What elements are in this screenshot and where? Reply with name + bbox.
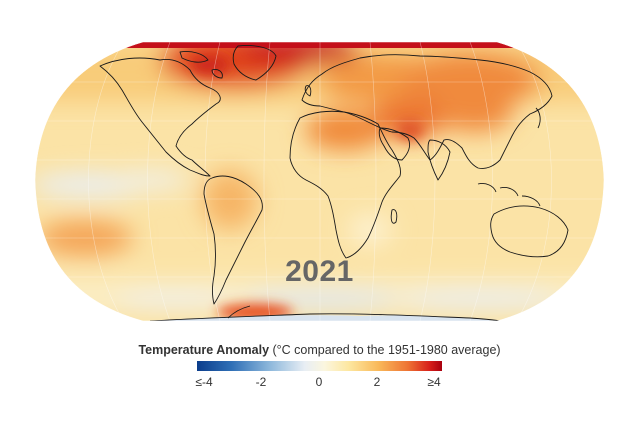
legend-title: Temperature Anomaly (°C compared to the … bbox=[0, 343, 639, 357]
color-scale-bar bbox=[197, 361, 442, 371]
legend-tick-max: ≥4 bbox=[427, 375, 441, 389]
legend-title-main: Temperature Anomaly bbox=[138, 343, 270, 357]
legend-tick-zero: 0 bbox=[315, 375, 323, 389]
year-label: 2021 bbox=[285, 255, 354, 288]
legend-tick-pos2: 2 bbox=[373, 375, 381, 389]
legend-tick-neg2: -2 bbox=[255, 375, 267, 389]
legend-tick-min: ≤-4 bbox=[195, 375, 213, 389]
legend-title-units: (°C compared to the 1951-1980 average) bbox=[269, 343, 501, 357]
